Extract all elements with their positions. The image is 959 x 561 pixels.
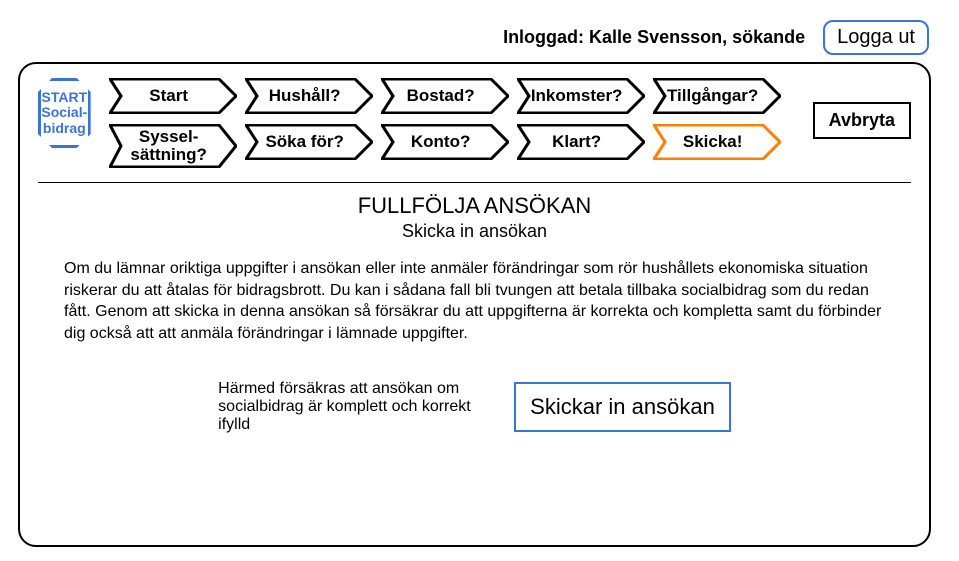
chevron-rows: Start Hushåll? Bostad? Inkomster? Tillgå… bbox=[109, 78, 781, 168]
cancel-button[interactable]: Avbryta bbox=[813, 102, 911, 139]
nav-step-label: Konto? bbox=[381, 133, 509, 151]
start-badge-label: START Social- bidrag bbox=[41, 90, 87, 136]
submit-button[interactable]: Skickar in ansökan bbox=[514, 382, 731, 432]
nav-step[interactable]: Söka för? bbox=[245, 124, 373, 160]
nav-step[interactable]: Start bbox=[109, 78, 237, 114]
content-title: FULLFÖLJA ANSÖKAN bbox=[38, 193, 911, 219]
nav-step-label: Skicka! bbox=[653, 133, 781, 151]
nav-step-label: Söka för? bbox=[245, 133, 373, 151]
nav-step-label: Start bbox=[109, 87, 237, 105]
nav-step-label: Inkomster? bbox=[517, 87, 645, 105]
content-subtitle: Skicka in ansökan bbox=[38, 221, 911, 242]
nav-step[interactable]: Hushåll? bbox=[245, 78, 373, 114]
nav-step[interactable]: Skicka! bbox=[653, 124, 781, 160]
nav-step-label: Bostad? bbox=[381, 87, 509, 105]
start-badge[interactable]: START Social- bidrag bbox=[38, 78, 91, 148]
nav-area: START Social- bidrag Start Hushåll? Bost… bbox=[38, 78, 911, 168]
nav-step[interactable]: Inkomster? bbox=[517, 78, 645, 114]
chevron-row-1: Start Hushåll? Bostad? Inkomster? Tillgå… bbox=[109, 78, 781, 114]
nav-step[interactable]: Klart? bbox=[517, 124, 645, 160]
main-panel: START Social- bidrag Start Hushåll? Bost… bbox=[18, 62, 931, 547]
chevron-row-2: Syssel- sättning? Söka för? Konto? Klart… bbox=[109, 124, 781, 168]
nav-step-label: Hushåll? bbox=[245, 87, 373, 105]
logged-in-text: Inloggad: Kalle Svensson, sökande bbox=[503, 27, 805, 48]
nav-step-label: Tillgångar? bbox=[653, 87, 781, 105]
nav-step[interactable]: Tillgångar? bbox=[653, 78, 781, 114]
nav-step[interactable]: Konto? bbox=[381, 124, 509, 160]
nav-step[interactable]: Syssel- sättning? bbox=[109, 124, 237, 168]
logout-button[interactable]: Logga ut bbox=[823, 20, 929, 55]
nav-step-label: Klart? bbox=[517, 133, 645, 151]
confirm-row: Härmed försäkras att ansökan om socialbi… bbox=[38, 380, 911, 434]
content-body: Om du lämnar oriktiga uppgifter i ansöka… bbox=[38, 258, 911, 344]
confirm-text: Härmed försäkras att ansökan om socialbi… bbox=[218, 380, 488, 434]
header-row: Inloggad: Kalle Svensson, sökande Logga … bbox=[503, 20, 929, 55]
nav-step[interactable]: Bostad? bbox=[381, 78, 509, 114]
divider bbox=[38, 182, 911, 183]
nav-step-label: Syssel- sättning? bbox=[109, 128, 237, 164]
